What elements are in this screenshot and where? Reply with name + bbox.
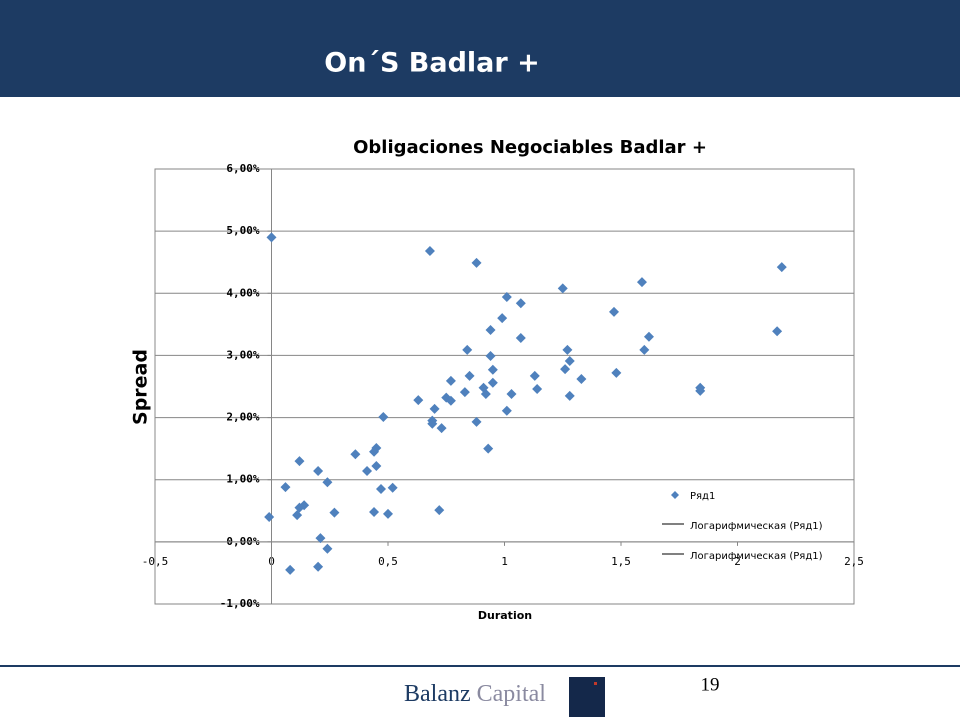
y-tick-label: 1,00%	[226, 473, 259, 486]
point	[501, 405, 512, 416]
point	[483, 443, 494, 454]
y-tick-label: 6,00%	[226, 162, 259, 175]
point	[459, 387, 470, 398]
chart-title: Obligaciones Negociables Badlar +	[353, 137, 707, 158]
point	[436, 423, 447, 434]
legend-label: Логарифмическая (Ряд1)	[690, 521, 823, 532]
legend-label: Ряд1	[690, 491, 715, 502]
point	[445, 395, 456, 406]
point	[485, 351, 496, 362]
point	[369, 446, 380, 457]
point	[294, 502, 305, 513]
point	[329, 507, 340, 518]
point	[427, 418, 438, 429]
point	[776, 262, 787, 273]
point	[462, 344, 473, 355]
point	[485, 324, 496, 335]
x-tick-label: 0,5	[378, 555, 398, 568]
point	[695, 385, 706, 396]
legend-marker	[671, 491, 679, 499]
point	[487, 377, 498, 388]
point	[560, 364, 571, 375]
logo	[569, 677, 605, 717]
point	[515, 298, 526, 309]
brand-second: Capital	[477, 681, 547, 707]
point	[501, 292, 512, 303]
point	[532, 383, 543, 394]
point	[376, 484, 387, 495]
x-tick-label: 1,5	[611, 555, 631, 568]
legend-label: Логарифмическая (Ряд1)	[690, 551, 823, 562]
point	[772, 326, 783, 337]
point	[285, 564, 296, 575]
point	[313, 561, 324, 572]
brand-first: Balanz	[404, 681, 471, 707]
point	[445, 375, 456, 386]
point	[322, 543, 333, 554]
x-tick-label: 1	[501, 555, 508, 568]
brand: Balanz Capital	[404, 681, 546, 707]
point	[576, 374, 587, 385]
point	[292, 510, 303, 521]
y-tick-label: 2,00%	[226, 411, 259, 424]
point	[313, 466, 324, 477]
point	[350, 449, 361, 460]
y-tick-label: -1,00%	[220, 597, 260, 610]
point	[371, 461, 382, 472]
point	[529, 370, 540, 381]
y-axis-title: Spread	[130, 349, 152, 425]
point	[322, 477, 333, 488]
point	[643, 331, 654, 342]
point	[487, 364, 498, 375]
point	[294, 456, 305, 467]
x-tick-label: -0,5	[142, 555, 169, 568]
x-tick-label: 2	[734, 555, 741, 568]
point	[471, 257, 482, 268]
point	[464, 370, 475, 381]
point	[480, 388, 491, 399]
point	[471, 416, 482, 427]
point	[636, 277, 647, 288]
x-tick-label: 2,5	[844, 555, 864, 568]
point	[280, 482, 291, 493]
point	[362, 466, 373, 477]
point	[413, 395, 424, 406]
point	[564, 390, 575, 401]
point	[434, 505, 445, 516]
point	[562, 344, 573, 355]
y-tick-label: 4,00%	[226, 286, 259, 299]
y-tick-label: 3,00%	[226, 348, 259, 361]
point	[639, 344, 650, 355]
point	[515, 333, 526, 344]
point	[611, 367, 622, 378]
point	[506, 388, 517, 399]
header-band	[0, 0, 960, 97]
slide-title: On´S Badlar +	[324, 48, 539, 79]
plot-frame	[154, 168, 855, 605]
point	[557, 283, 568, 294]
point	[369, 507, 380, 518]
point	[266, 232, 277, 243]
y-tick-label: 5,00%	[226, 224, 259, 237]
point	[497, 313, 508, 324]
plot-area: -1,00%0,00%1,00%2,00%3,00%4,00%5,00%6,00…	[142, 162, 864, 610]
point	[383, 508, 393, 519]
point	[609, 306, 620, 317]
point	[564, 356, 575, 367]
point	[424, 246, 435, 257]
page-number: 19	[701, 674, 720, 695]
logo-dot	[594, 682, 597, 685]
point	[429, 403, 440, 414]
point	[387, 482, 398, 493]
x-axis-title: Duration	[478, 609, 532, 622]
point	[264, 512, 275, 522]
point	[315, 533, 326, 544]
point	[378, 411, 389, 422]
